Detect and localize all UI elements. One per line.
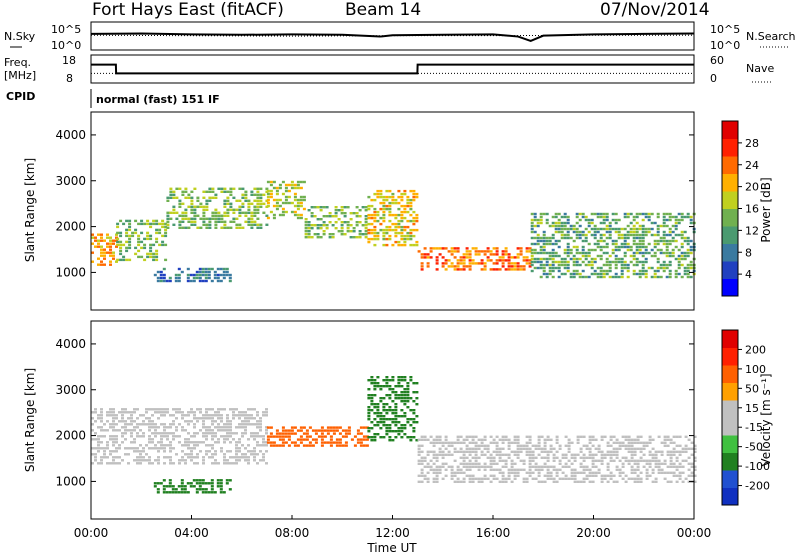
echo-band — [417, 247, 532, 271]
beam-title: Beam 14 — [345, 0, 421, 20]
freq-label: Freq. — [4, 56, 31, 69]
date-title: 07/Nov/2014 — [600, 0, 710, 20]
colorbar-segment — [722, 365, 738, 383]
nave-tick-low: 0 — [710, 72, 717, 85]
echo-band — [116, 219, 168, 262]
nsearch-tick-low: 10^0 — [710, 39, 740, 52]
colorbar-segment — [722, 121, 738, 139]
power-ylabel: Slant Range [km] — [23, 158, 37, 262]
freq-unit-label: [MHz] — [4, 69, 36, 82]
velocity-ylabel: Slant Range [km] — [23, 368, 37, 472]
freq-tick-low: 8 — [66, 72, 73, 85]
time-tick-label: 04:00 — [174, 526, 209, 540]
time-tick-label: 00:00 — [677, 526, 712, 540]
colorbar-tick-label: 100 — [745, 363, 766, 376]
time-tick-label: 16:00 — [476, 526, 511, 540]
range-tick-label: 3000 — [55, 174, 86, 188]
time-tick-label: 00:00 — [74, 526, 109, 540]
colorbar-segment — [722, 452, 738, 471]
colorbar-tick-label: 16 — [745, 203, 759, 216]
echo-band — [304, 206, 368, 239]
colorbar-frame — [721, 329, 739, 506]
echo-band — [91, 408, 268, 465]
freq-series-line — [91, 63, 694, 75]
colorbar-tick-label: -15 — [745, 421, 763, 434]
time-tick-label: 08:00 — [275, 526, 310, 540]
echo-band — [266, 180, 306, 220]
colorbar-segment — [722, 400, 738, 418]
colorbar-tick-label: 20 — [745, 181, 759, 194]
colorbar-segment — [722, 470, 738, 488]
nave-label: Nave — [746, 62, 774, 75]
echo-band — [91, 233, 118, 266]
colorbar-segment — [722, 417, 738, 436]
colorbar-segment — [722, 261, 738, 279]
cpid-value: normal (fast) 151 IF — [96, 93, 220, 106]
noise-panel: N.Sky 10^5 10^0 10^5 10^0 N.Search — [4, 21, 796, 52]
range-tick-label: 3000 — [55, 383, 86, 397]
colorbar-segment — [722, 156, 738, 174]
colorbar-tick-label: 15 — [745, 402, 759, 415]
colorbar-segment — [722, 208, 738, 227]
colorbar-tick-label: -100 — [745, 460, 770, 473]
station-title: Fort Hays East (fitACF) — [92, 0, 284, 20]
time-tick-label: 12:00 — [375, 526, 410, 540]
colorbar-tick-label: 8 — [745, 246, 752, 259]
echo-band — [266, 426, 369, 447]
colorbar-segment — [722, 382, 738, 401]
colorbar-segment — [722, 191, 738, 209]
range-tick-label: 1000 — [55, 265, 86, 279]
colorbar-tick-label: 4 — [745, 268, 752, 281]
range-tick-label: 2000 — [55, 429, 86, 443]
echo-band — [417, 435, 697, 483]
time-axis-label: Time UT — [366, 541, 417, 554]
nsearch-tick-high: 10^5 — [710, 23, 740, 36]
colorbar-segment — [722, 226, 738, 244]
colorbar-tick-label: -50 — [745, 441, 763, 454]
colorbar-segment — [722, 435, 738, 453]
freq-tick-high: 18 — [62, 54, 76, 67]
time-tick-label: 20:00 — [576, 526, 611, 540]
colorbar-segment — [722, 347, 738, 366]
nsky-tick-high: 10^5 — [51, 23, 81, 36]
nsky-label: N.Sky — [4, 30, 36, 43]
frequency-panel: Freq. [MHz] 18 8 60 0 Nave — [4, 54, 774, 85]
colorbar-tick-label: 200 — [745, 343, 766, 356]
echo-band — [367, 189, 419, 247]
velocity-colorbar-label: Velocity [m s⁻¹] — [759, 373, 773, 466]
colorbar-tick-label: -200 — [745, 480, 770, 493]
range-tick-label: 1000 — [55, 474, 86, 488]
echo-band — [530, 212, 696, 279]
range-tick-label: 4000 — [55, 337, 86, 351]
echo-band — [153, 479, 232, 494]
colorbar-segment — [722, 243, 738, 262]
echo-band — [367, 376, 419, 442]
colorbar-segment — [722, 330, 738, 348]
colorbar-tick-label: 28 — [745, 137, 759, 150]
nsearch-label: N.Search — [746, 30, 796, 43]
velocity-panel: 1000 2000 3000 4000 Slant Range [km] 200 100… — [23, 320, 773, 520]
colorbar-tick-label: 50 — [745, 382, 759, 395]
colorbar-segment — [722, 487, 738, 506]
power-colorbar-label: Power [dB] — [759, 177, 773, 242]
nave-tick-high: 60 — [710, 54, 724, 67]
nsky-tick-low: 10^0 — [51, 39, 81, 52]
echo-band — [153, 267, 232, 283]
colorbar-segment — [722, 278, 738, 297]
range-tick-label: 4000 — [55, 128, 86, 142]
echo-band — [166, 187, 269, 229]
colorbar-tick-label: 24 — [745, 159, 759, 172]
power-panel: 1000 2000 3000 4000 Slant Range [km] 28 24 20… — [23, 111, 773, 311]
nsky-series-line — [90, 32, 695, 43]
cpid-label: CPID — [6, 90, 35, 103]
colorbar-tick-label: 12 — [745, 224, 759, 237]
colorbar-segment — [722, 138, 738, 157]
colorbar-segment — [722, 173, 738, 192]
range-tick-label: 2000 — [55, 220, 86, 234]
